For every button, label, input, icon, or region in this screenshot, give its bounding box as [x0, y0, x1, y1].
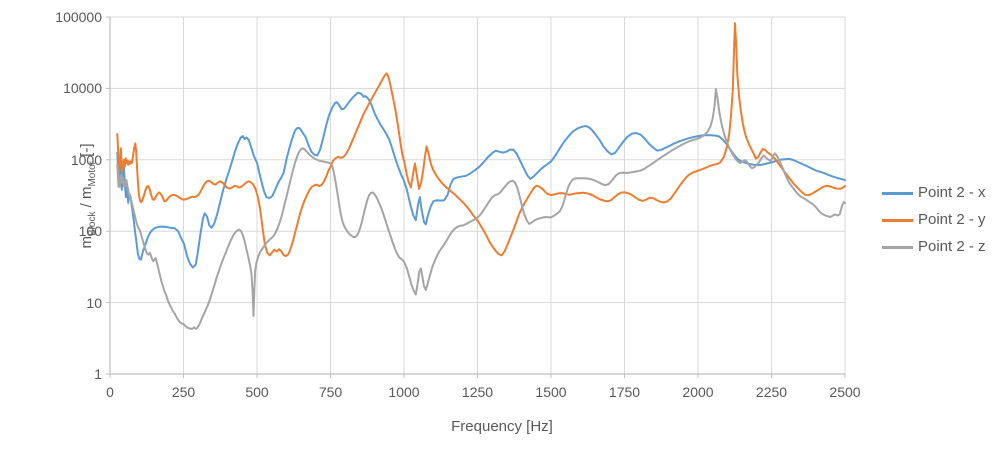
y-tick-label: 100000: [55, 9, 102, 25]
y-tick-label: 100: [78, 223, 102, 240]
y-tick-label: 10000: [63, 80, 102, 97]
legend-line-swatch-y: [882, 218, 913, 222]
x-tick-label: 250: [171, 384, 196, 400]
y-axis-title-text: / m: [78, 186, 95, 212]
series-line-point-2-z: [116, 88, 846, 330]
x-tick-label: 1500: [535, 384, 567, 400]
x-tick-label: 2000: [682, 384, 714, 400]
x-axis-title: Frequency [Hz]: [451, 418, 553, 435]
y-tick-label: 10: [86, 294, 102, 311]
legend-item-point-2-x: Point 2 - x: [882, 184, 986, 202]
y-tick-label: 1000: [70, 151, 102, 168]
x-tick-label: 1000: [388, 384, 420, 400]
legend-label-y: Point 2 - y: [918, 211, 986, 228]
x-tick-label: 500: [245, 384, 269, 400]
y-axis-title-text: m: [78, 236, 95, 249]
x-tick-label: 2250: [755, 384, 788, 400]
x-tick-label: 2500: [829, 384, 861, 400]
series-line-point-2-x: [116, 91, 846, 269]
legend-label-z: Point 2 - z: [918, 238, 986, 255]
x-tick-label: 1750: [608, 384, 641, 400]
x-tick-label: 0: [106, 384, 114, 400]
legend: Point 2 - x Point 2 - y Point 2 - z: [882, 184, 986, 256]
legend-line-swatch-x: [882, 191, 913, 195]
y-tick-label: 1: [94, 366, 102, 382]
x-tick-label: 750: [318, 384, 343, 400]
legend-item-point-2-y: Point 2 - y: [882, 211, 986, 229]
legend-label-x: Point 2 - x: [918, 184, 986, 201]
y-axis-title-subscript: Block: [87, 211, 98, 237]
y-axis-title-subscript: Motor: [87, 160, 98, 187]
x-tick-label: 1250: [461, 384, 494, 400]
legend-item-point-2-z: Point 2 - z: [882, 238, 986, 256]
series-line-point-2-y: [116, 22, 846, 257]
legend-line-swatch-z: [882, 245, 913, 249]
y-axis-title: mBlock / mMotor [-]: [78, 143, 98, 248]
y-axis-title-text: [-]: [78, 143, 95, 161]
